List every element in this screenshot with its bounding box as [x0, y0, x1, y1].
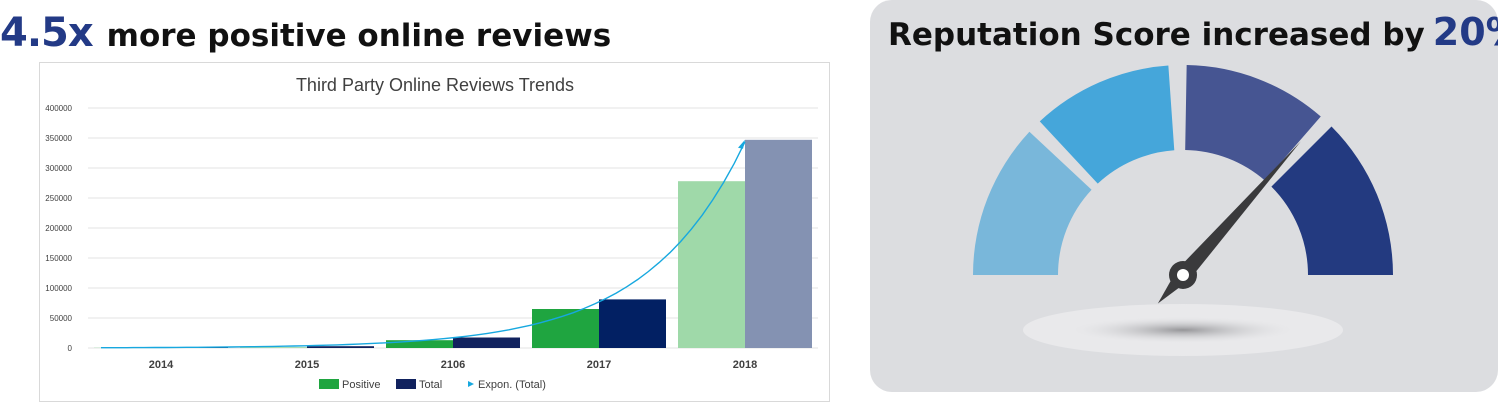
bar-positive — [386, 340, 453, 348]
y-tick-label: 300000 — [45, 164, 72, 173]
gauge-segment — [1271, 126, 1393, 276]
reputation-percent: 20% — [1432, 10, 1498, 54]
y-tick-label: 150000 — [45, 254, 72, 263]
y-tick-label: 250000 — [45, 194, 72, 203]
trendline-arrowhead — [738, 139, 745, 149]
gauge-segment — [1039, 65, 1175, 184]
legend-label-total: Total — [419, 379, 442, 391]
reviews-chart: Third Party Online Reviews Trends 400000 3… — [39, 62, 830, 402]
x-tick-label: 2017 — [587, 359, 611, 371]
gauge-base-shadow — [1073, 317, 1293, 343]
headline-multiplier: 4.5x — [0, 10, 94, 56]
legend-label-trend: Expon. (Total) — [478, 379, 546, 391]
y-tick-label: 0 — [68, 344, 73, 353]
y-tick-label: 100000 — [45, 284, 72, 293]
y-tick-label: 200000 — [45, 224, 72, 233]
legend-swatch-total — [396, 379, 416, 389]
gauge-needle — [1157, 141, 1301, 304]
reputation-title-text: Reputation Score increased by — [888, 17, 1425, 53]
headline: 4.5x more positive online reviews — [0, 10, 611, 56]
bar-total — [745, 139, 812, 348]
x-tick-label: 2106 — [441, 359, 465, 371]
legend-swatch-trend — [468, 381, 474, 387]
x-tick-label: 2015 — [295, 359, 319, 371]
gauge-segment — [973, 131, 1092, 275]
reputation-gauge — [973, 65, 1393, 356]
y-tick-label: 400000 — [45, 104, 72, 113]
x-tick-label: 2018 — [733, 359, 757, 371]
x-tick-label: 2014 — [149, 359, 174, 371]
bar-total — [453, 337, 520, 348]
gauge-segment — [1185, 65, 1321, 181]
headline-text: more positive online reviews — [106, 18, 612, 54]
y-tick-label: 350000 — [45, 134, 72, 143]
gauge-hub-center — [1177, 269, 1189, 281]
bar-positive — [240, 347, 307, 348]
chart-title: Third Party Online Reviews Trends — [296, 75, 574, 95]
reviews-chart-svg: Third Party Online Reviews Trends 400000 3… — [45, 75, 818, 391]
y-tick-label: 50000 — [50, 314, 73, 323]
legend-swatch-positive — [319, 379, 339, 389]
bar-positive — [678, 181, 745, 348]
trendline-total — [101, 141, 746, 349]
legend-label-positive: Positive — [342, 379, 381, 391]
bar-total — [599, 299, 666, 348]
bar-total — [307, 346, 374, 348]
